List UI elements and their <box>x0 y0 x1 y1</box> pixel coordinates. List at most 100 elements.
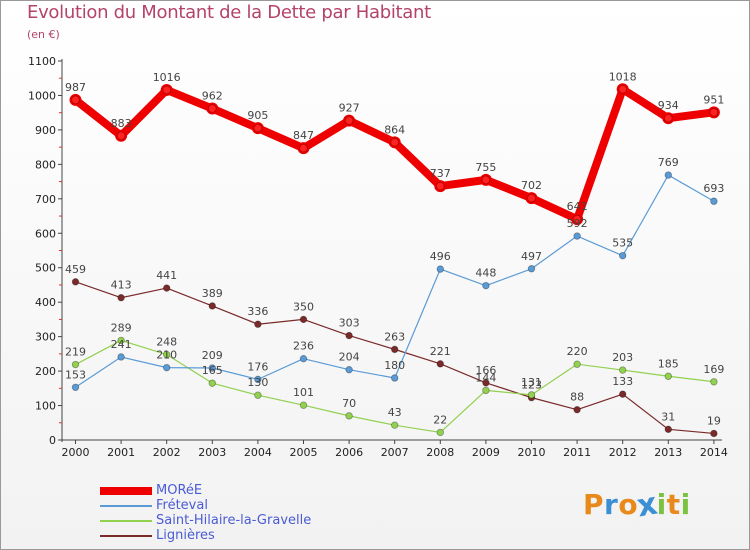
y-tick-label: 600 <box>35 227 56 240</box>
data-label: 263 <box>384 330 405 343</box>
data-label: 88 <box>570 391 584 404</box>
series-point-1 <box>482 281 490 290</box>
data-label: 131 <box>521 376 542 389</box>
data-label: 497 <box>521 250 542 263</box>
data-label: 210 <box>156 349 177 362</box>
data-label: 144 <box>475 371 496 384</box>
data-label: 166 <box>475 364 496 377</box>
y-tick-label: 100 <box>35 400 56 413</box>
data-label: 934 <box>658 99 679 112</box>
legend-swatch <box>100 519 152 522</box>
series-point-1 <box>254 375 262 384</box>
series-point-inner <box>344 116 354 126</box>
chart-title: Evolution du Montant de la Dette par Hab… <box>27 2 431 23</box>
y-tick-label: 200 <box>35 365 56 378</box>
series-point-2 <box>117 336 125 345</box>
data-label: 209 <box>202 349 223 362</box>
data-label: 176 <box>247 360 268 373</box>
y-tick-label: 0 <box>49 434 56 447</box>
y-tick-label: 700 <box>35 193 56 206</box>
series-point-3 <box>345 331 353 340</box>
x-tick-label: 2002 <box>153 446 181 459</box>
data-label: 241 <box>111 338 132 351</box>
chart-data-labels: 987 883 1016 962 905 847 927 864 737 755 702 641 101… <box>65 70 724 427</box>
x-tick-label: 2007 <box>381 446 409 459</box>
data-label: 847 <box>293 129 314 142</box>
series-point-1 <box>391 374 399 382</box>
x-tick-label: 2001 <box>107 446 135 459</box>
data-label: 496 <box>430 250 451 263</box>
series-point-inner <box>71 95 80 105</box>
data-label: 459 <box>65 263 86 276</box>
x-tick-label: 2012 <box>609 446 637 459</box>
data-label: 133 <box>612 375 633 388</box>
data-label: 350 <box>293 300 314 313</box>
data-label: 592 <box>567 217 588 230</box>
series-point-2 <box>573 360 581 368</box>
series-point-inner <box>481 175 491 185</box>
y-tick-label: 300 <box>35 331 56 344</box>
data-label: 123 <box>521 379 542 392</box>
data-label: 693 <box>703 182 724 195</box>
series-point-3 <box>664 425 672 434</box>
data-label: 289 <box>111 321 132 334</box>
chart-legend: MORéE Fréteval Saint-Hilaire-la-Gravelle Li… <box>100 483 311 543</box>
data-label: 43 <box>388 406 402 419</box>
y-tick-label: 400 <box>35 296 56 309</box>
chart-axes: 0 100 200 300 400 500 600 700 800 900 1000 1100 2000… <box>28 55 728 459</box>
legend-label: MORéE <box>156 483 203 498</box>
series-point-inner <box>253 123 263 133</box>
series-point-3 <box>208 302 216 310</box>
series-point-2 <box>254 391 262 399</box>
data-label: 19 <box>707 414 721 427</box>
series-point-inner <box>390 137 400 147</box>
data-label: 641 <box>567 200 588 213</box>
data-label: 336 <box>247 305 268 318</box>
data-label: 31 <box>661 410 675 423</box>
series-point-inner <box>618 84 628 94</box>
series-point-2 <box>71 360 80 369</box>
y-tick-label: 500 <box>35 262 56 275</box>
series-point-inner <box>162 85 172 95</box>
data-label: 413 <box>111 279 132 292</box>
data-label: 883 <box>111 117 132 130</box>
series-point-2 <box>482 386 490 395</box>
series-point-2 <box>208 379 216 387</box>
data-label: 448 <box>475 267 496 280</box>
x-tick-label: 2013 <box>654 446 682 459</box>
data-label: 905 <box>247 109 268 122</box>
series-point-inner <box>663 113 673 123</box>
data-label: 219 <box>65 346 86 359</box>
series-point-3 <box>162 284 171 292</box>
data-label: 987 <box>65 81 86 94</box>
data-label: 737 <box>430 167 451 180</box>
x-tick-label: 2006 <box>335 446 363 459</box>
data-label: 535 <box>612 237 633 250</box>
chart-subtitle: (en €) <box>27 28 60 41</box>
data-label: 303 <box>339 317 360 330</box>
series-point-inner <box>116 131 126 141</box>
x-tick-label: 2011 <box>563 446 591 459</box>
series-point-3 <box>299 315 308 324</box>
data-label: 221 <box>430 345 451 358</box>
legend-swatch <box>100 504 152 507</box>
legend-item: Fréteval <box>100 498 311 513</box>
series-point-1 <box>664 171 672 179</box>
series-point-3 <box>619 390 627 398</box>
series-point-1 <box>299 354 308 363</box>
series-point-3 <box>71 278 80 286</box>
x-tick-label: 2005 <box>290 446 318 459</box>
brand-letter: t <box>666 488 681 521</box>
series-point-3 <box>482 379 490 387</box>
series-point-inner <box>527 193 536 203</box>
series-point-2 <box>527 391 536 399</box>
series-point-3 <box>254 320 262 328</box>
data-label: 248 <box>156 336 177 349</box>
x-tick-label: 2000 <box>62 446 90 459</box>
data-label: 755 <box>475 161 496 174</box>
series-point-1 <box>710 197 718 205</box>
data-label: 962 <box>202 90 223 103</box>
series-point-3 <box>573 405 581 414</box>
series-point-1 <box>436 265 444 273</box>
